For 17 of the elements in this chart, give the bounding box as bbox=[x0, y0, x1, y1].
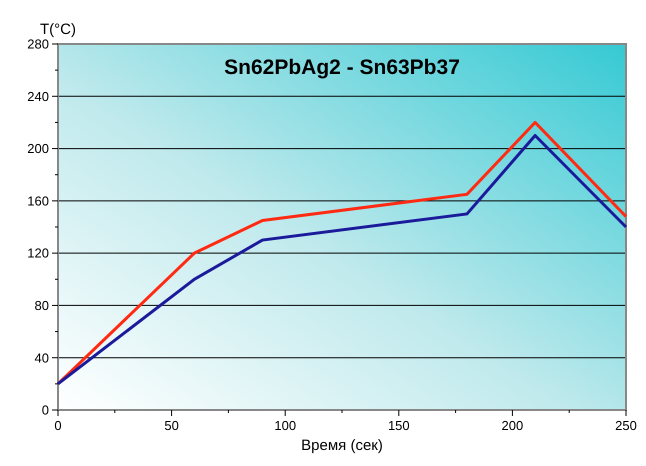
y-tick-label: 80 bbox=[34, 298, 49, 313]
y-tick-label: 280 bbox=[27, 36, 49, 52]
x-tick-label: 50 bbox=[164, 418, 179, 433]
x-tick-label: 100 bbox=[274, 418, 296, 433]
text: Sn62PbAg2 - Sn63Pb37 bbox=[224, 56, 460, 79]
y-tick-label: 0 bbox=[42, 402, 49, 418]
y-tick-label: 40 bbox=[34, 350, 49, 366]
x-axis-title: Время (сек) bbox=[301, 437, 383, 454]
x-tick-label: 250 bbox=[615, 418, 637, 433]
y-tick-label: 200 bbox=[27, 141, 49, 156]
y-axis-title: T(°C) bbox=[40, 21, 76, 38]
x-tick-label: 150 bbox=[388, 418, 410, 433]
x-tick-label: 200 bbox=[502, 418, 524, 433]
y-tick-label: 120 bbox=[27, 246, 49, 261]
x-tick-label: 0 bbox=[54, 418, 62, 433]
y-tick-label: 240 bbox=[27, 88, 49, 104]
y-tick-label: 160 bbox=[27, 193, 49, 208]
